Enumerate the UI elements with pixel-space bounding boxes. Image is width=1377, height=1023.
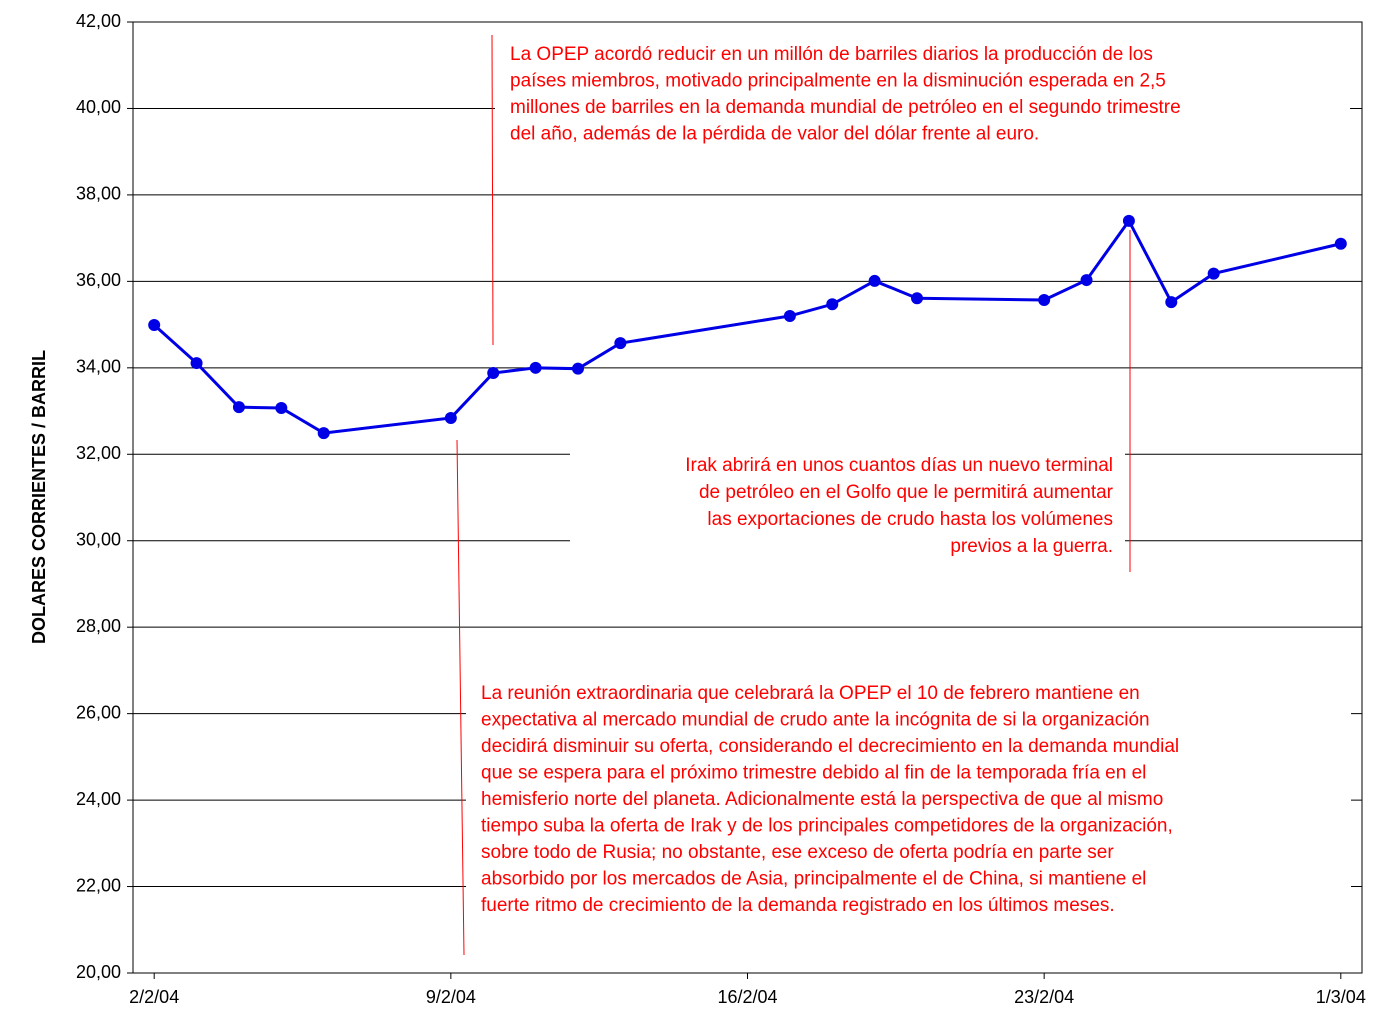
- data-point: [148, 319, 161, 332]
- y-tick-label: 30,00: [76, 529, 121, 549]
- data-point: [444, 411, 457, 424]
- y-tick-label: 26,00: [76, 702, 121, 722]
- annotation-text: decidirá disminuir su oferta, consideran…: [481, 736, 1179, 757]
- y-tick-label: 34,00: [76, 357, 121, 377]
- data-point: [487, 367, 500, 380]
- annotation-leader: [491, 34, 494, 346]
- x-tick-label: 9/2/04: [426, 987, 476, 1007]
- data-point: [1080, 274, 1093, 287]
- annotation-box: [466, 670, 1351, 940]
- annotation-text: de petróleo en el Golfo que le permitirá…: [699, 482, 1114, 503]
- x-tick-label: 16/2/04: [717, 987, 777, 1007]
- annotation-text: sobre todo de Rusia; no obstante, ese ex…: [481, 842, 1114, 863]
- annotation-text: absorbido por los mercados de Asia, prin…: [481, 869, 1146, 890]
- data-point: [1038, 293, 1051, 306]
- annotation-text: expectativa al mercado mundial de crudo …: [481, 710, 1150, 731]
- y-axis-title: DOLARES CORRIENTES / BARRIL: [29, 350, 49, 644]
- data-point: [232, 401, 245, 414]
- x-tick-label: 23/2/04: [1014, 987, 1074, 1007]
- annotation-text: La OPEP acordó reducir en un millón de b…: [510, 44, 1153, 65]
- annotation-text: previos a la guerra.: [950, 536, 1113, 557]
- data-point: [190, 357, 203, 370]
- y-tick-label: 38,00: [76, 184, 121, 204]
- annotation-leader: [456, 439, 465, 956]
- data-point: [1165, 296, 1178, 309]
- data-point: [317, 427, 330, 440]
- annotation-text: millones de barriles en la demanda mundi…: [510, 97, 1181, 118]
- data-point: [571, 362, 584, 375]
- data-point: [614, 337, 627, 350]
- annotation-text: La reunión extraordinaria que celebrará …: [481, 683, 1140, 704]
- y-tick-label: 42,00: [76, 11, 121, 31]
- x-tick-label: 1/3/04: [1316, 987, 1366, 1007]
- annotation-text: que se espera para el próximo trimestre …: [481, 763, 1146, 784]
- data-point: [783, 309, 796, 322]
- data-point: [1334, 237, 1347, 250]
- y-tick-label: 36,00: [76, 270, 121, 290]
- data-point: [529, 361, 542, 374]
- data-point: [826, 298, 839, 311]
- data-point: [1207, 267, 1220, 280]
- annotation-text: tiempo suba la oferta de Irak y de los p…: [481, 816, 1173, 837]
- data-point: [911, 292, 924, 305]
- y-tick-label: 22,00: [76, 875, 121, 895]
- y-tick-label: 28,00: [76, 616, 121, 636]
- annotation-box: [495, 33, 1350, 163]
- y-tick-label: 40,00: [76, 97, 121, 117]
- series-line: [153, 217, 1342, 435]
- data-point: [868, 274, 881, 287]
- annotation-box: [570, 443, 1125, 561]
- annotation-text: Irak abrirá en unos cuantos días un nuev…: [685, 455, 1113, 476]
- annotation-text: países miembros, motivado principalmente…: [510, 71, 1166, 92]
- annotation-text: del año, además de la pérdida de valor d…: [510, 124, 1039, 145]
- annotation-text: fuerte ritmo de crecimiento de la demand…: [481, 895, 1115, 916]
- data-point: [1122, 214, 1135, 227]
- annotation-text: las exportaciones de crudo hasta los vol…: [707, 509, 1113, 530]
- y-tick-label: 20,00: [76, 962, 121, 982]
- annotation-text: hemisferio norte del planeta. Adicionalm…: [481, 789, 1163, 810]
- y-tick-label: 32,00: [76, 443, 121, 463]
- x-tick-label: 2/2/04: [129, 987, 179, 1007]
- y-tick-label: 24,00: [76, 789, 121, 809]
- data-point: [275, 402, 288, 415]
